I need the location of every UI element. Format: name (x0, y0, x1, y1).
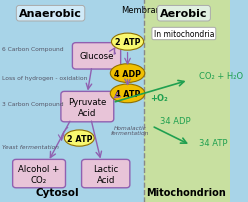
FancyBboxPatch shape (82, 160, 130, 188)
Text: Aerobic: Aerobic (160, 9, 208, 19)
Text: Cytosol: Cytosol (36, 187, 79, 197)
Text: Lactic
Acid: Lactic Acid (93, 164, 118, 184)
FancyBboxPatch shape (72, 43, 121, 70)
Text: +O₂: +O₂ (151, 94, 168, 102)
Text: 4 ADP: 4 ADP (114, 69, 141, 78)
Text: Yeast fermentation: Yeast fermentation (2, 144, 59, 149)
Text: Membrane: Membrane (121, 6, 166, 15)
Ellipse shape (64, 130, 94, 146)
Text: 6 Carbon Compound: 6 Carbon Compound (2, 47, 64, 52)
Ellipse shape (110, 85, 145, 103)
Text: CO₂ + H₂O: CO₂ + H₂O (199, 71, 243, 80)
Ellipse shape (110, 64, 145, 83)
Text: Pyruvate
Acid: Pyruvate Acid (68, 97, 107, 117)
Text: Mitochondrion: Mitochondrion (146, 187, 226, 197)
Text: In mitochondria: In mitochondria (154, 30, 214, 39)
FancyBboxPatch shape (13, 160, 65, 188)
Text: 4 ATP: 4 ATP (115, 89, 140, 98)
Bar (144, 0, 230, 202)
Text: Homalactic
fermentation: Homalactic fermentation (111, 125, 149, 136)
Text: 2 ATP: 2 ATP (115, 38, 140, 47)
Text: Alcohol +
CO₂: Alcohol + CO₂ (18, 164, 60, 184)
Text: 3 Carbon Compound: 3 Carbon Compound (2, 102, 64, 106)
Text: Glucose: Glucose (79, 52, 114, 61)
Ellipse shape (111, 34, 144, 51)
FancyBboxPatch shape (61, 92, 114, 122)
Text: 34 ATP: 34 ATP (199, 138, 227, 147)
Text: Anaerobic: Anaerobic (19, 9, 82, 19)
Text: Loss of hydrogen - oxidation: Loss of hydrogen - oxidation (2, 75, 88, 80)
Text: 2 ATP: 2 ATP (66, 134, 92, 143)
Bar (0, 0, 144, 202)
Text: 34 ADP: 34 ADP (160, 117, 190, 126)
